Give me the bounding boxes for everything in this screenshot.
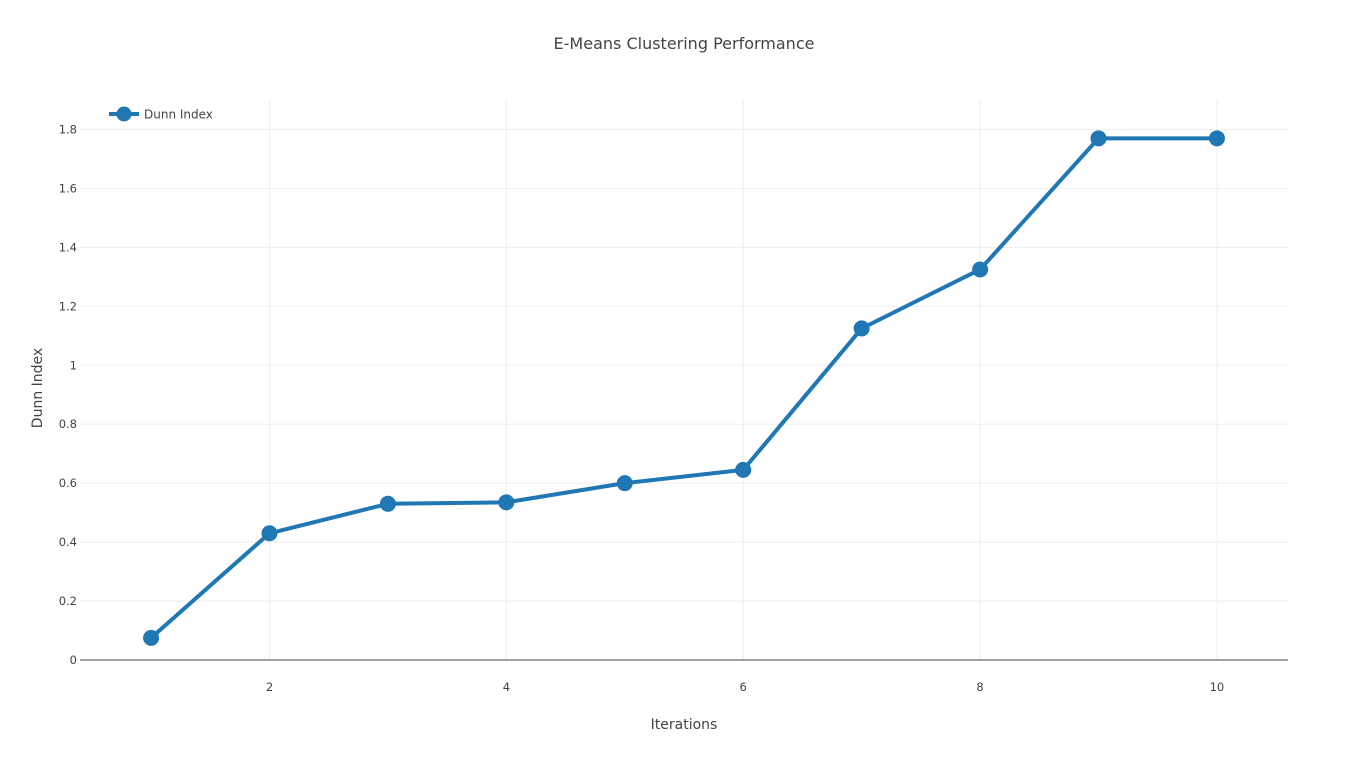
series-line-dunn-index: [149, 136, 1217, 640]
data-point[interactable]: [853, 320, 870, 337]
y-tick-label: 0.6: [59, 476, 77, 490]
y-tick-label: 0.2: [59, 594, 77, 608]
y-tick-label: 1.8: [59, 122, 77, 136]
data-point[interactable]: [1208, 130, 1225, 147]
data-point[interactable]: [379, 495, 396, 512]
data-point[interactable]: [143, 629, 160, 646]
x-tick-label: 4: [503, 680, 510, 694]
y-tick-label: 0: [70, 653, 77, 667]
legend[interactable]: Dunn Index: [109, 106, 213, 122]
y-tick-label: 1.2: [59, 299, 77, 313]
y-tick-label: 1.4: [59, 240, 77, 254]
data-point[interactable]: [498, 494, 515, 511]
legend-marker-dunn-index: [116, 106, 132, 122]
x-tick-label: 6: [740, 680, 747, 694]
x-tick-label: 8: [976, 680, 983, 694]
series-layer: [143, 130, 1225, 646]
tick-labels: 2 4 6 8 10 0 0.2 0.4 0.6 0.8 1 1.2 1.4 1.6 1.8: [59, 122, 1225, 694]
legend-label-dunn-index: Dunn Index: [144, 108, 213, 122]
data-point[interactable]: [972, 261, 989, 278]
chart-title: E-Means Clustering Performance: [554, 34, 815, 53]
data-point[interactable]: [1090, 130, 1107, 147]
y-tick-label: 0.4: [59, 535, 77, 549]
y-axis-title: Dunn Index: [30, 348, 46, 428]
y-tick-label: 1: [70, 358, 77, 372]
grid-lines: [80, 100, 1288, 660]
data-point[interactable]: [735, 461, 752, 478]
data-point[interactable]: [261, 525, 278, 542]
y-tick-label: 0.8: [59, 417, 77, 431]
x-tick-label: 2: [266, 680, 273, 694]
x-axis-title: Iterations: [651, 717, 718, 733]
y-tick-label: 1.6: [59, 181, 77, 195]
x-tick-label: 10: [1210, 680, 1225, 694]
data-point[interactable]: [616, 475, 633, 492]
